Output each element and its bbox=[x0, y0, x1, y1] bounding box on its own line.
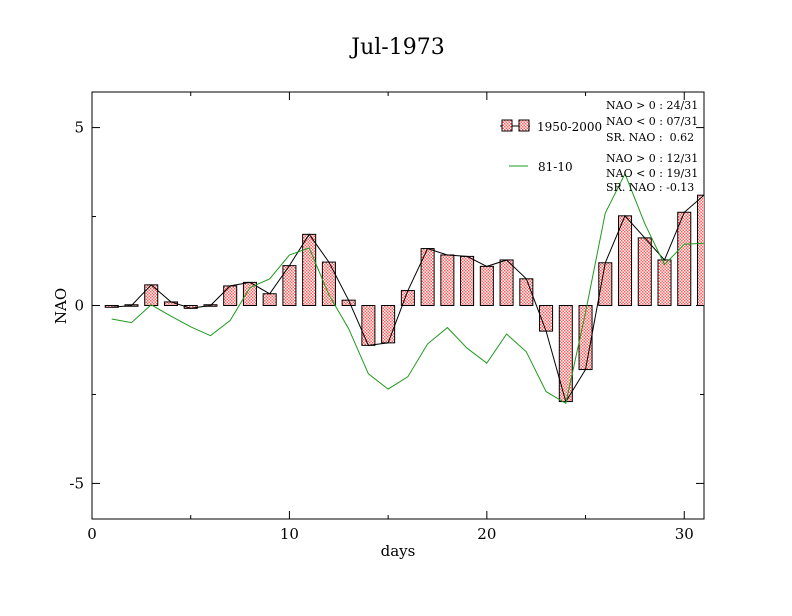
bar-1950-2000-day-28 bbox=[637, 237, 652, 306]
x-tick-label: 10 bbox=[280, 525, 299, 543]
bar-1950-2000-day-31 bbox=[696, 194, 704, 306]
legend-bar-swatch bbox=[501, 119, 513, 132]
stat-nao-neg-2: NAO < 0 : 19/31 bbox=[606, 167, 698, 180]
stat-nao-neg-1: NAO < 0 : 07/31 bbox=[606, 115, 698, 128]
bar-1950-2000-day-25 bbox=[578, 305, 593, 371]
bar-1950-2000-day-7 bbox=[223, 285, 238, 307]
bar-series bbox=[104, 194, 704, 403]
line-81-10 bbox=[111, 172, 704, 405]
y-tick-label: -5 bbox=[69, 474, 84, 492]
bar-1950-2000-day-30 bbox=[677, 211, 692, 306]
bar-1950-2000-day-15 bbox=[381, 305, 396, 344]
y-tick-label: 0 bbox=[74, 297, 84, 315]
legend: 1950-2000 81-10 bbox=[500, 119, 602, 174]
legend-label-81-10: 81-10 bbox=[538, 160, 573, 174]
bar-1950-2000-day-19 bbox=[460, 255, 475, 306]
bar-1950-2000-day-18 bbox=[440, 254, 455, 306]
x-tick-label: 20 bbox=[477, 525, 496, 543]
bar-1950-2000-day-20 bbox=[479, 265, 494, 307]
bar-1950-2000-day-29 bbox=[657, 259, 672, 307]
stat-sr-nao-2: SR. NAO : -0.13 bbox=[606, 181, 694, 194]
bar-1950-2000-day-27 bbox=[618, 215, 633, 306]
bar-1950-2000-day-14 bbox=[361, 305, 376, 346]
bar-1950-2000-day-26 bbox=[598, 262, 613, 306]
x-tick-label: 0 bbox=[87, 525, 97, 543]
bar-1950-2000-day-11 bbox=[302, 233, 317, 306]
line-series bbox=[111, 172, 704, 405]
stat-nao-pos-2: NAO > 0 : 12/31 bbox=[606, 152, 698, 165]
y-tick-label: 5 bbox=[74, 119, 84, 137]
bar-1950-2000-day-3 bbox=[144, 284, 159, 306]
bar-1950-2000-day-24 bbox=[558, 305, 573, 403]
legend-bar-swatch bbox=[518, 119, 530, 132]
legend-label-1950-2000: 1950-2000 bbox=[537, 120, 602, 134]
axes: 0 10 20 30 -5 0 5 bbox=[69, 92, 704, 543]
chart-title: Jul-1973 bbox=[349, 35, 444, 60]
line-1950-2000 bbox=[111, 194, 704, 403]
stat-nao-pos-1: NAO > 0 : 24/31 bbox=[606, 99, 698, 112]
stat-sr-nao-1: SR. NAO : 0.62 bbox=[606, 131, 694, 144]
y-axis-label: NAO bbox=[52, 288, 70, 324]
x-axis-label: days bbox=[381, 542, 416, 560]
bar-1950-2000-day-9 bbox=[262, 293, 277, 307]
stats-annotations: NAO > 0 : 24/31 NAO < 0 : 07/31 SR. NAO … bbox=[606, 99, 698, 194]
bar-1950-2000-day-17 bbox=[420, 248, 435, 306]
bar-1950-2000-day-21 bbox=[499, 259, 514, 307]
x-tick-label: 30 bbox=[675, 525, 694, 543]
